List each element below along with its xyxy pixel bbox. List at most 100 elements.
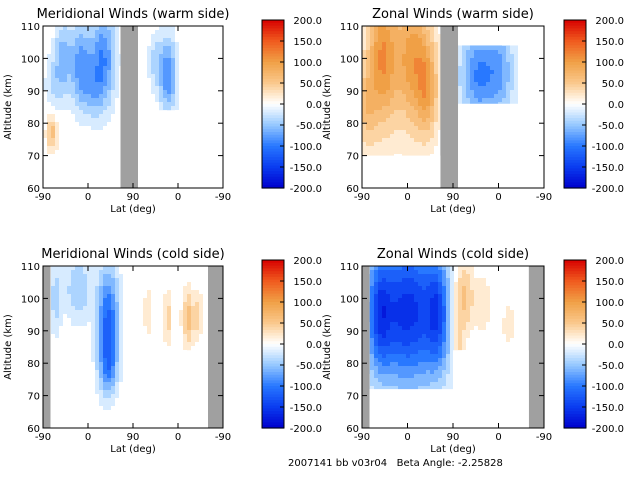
wind-cell bbox=[87, 74, 91, 78]
wind-cell bbox=[115, 366, 119, 370]
wind-cell bbox=[75, 94, 79, 98]
wind-cell bbox=[91, 34, 95, 38]
wind-cell bbox=[450, 370, 454, 374]
wind-cell bbox=[402, 374, 406, 378]
colorbar-tick-label: -200.0 bbox=[592, 424, 624, 435]
wind-cell bbox=[382, 62, 386, 66]
wind-cell bbox=[382, 114, 386, 118]
wind-cell bbox=[47, 142, 51, 146]
wind-cell bbox=[91, 306, 95, 310]
wind-cell bbox=[99, 70, 103, 74]
wind-cell bbox=[386, 330, 390, 334]
wind-cell bbox=[362, 30, 366, 34]
wind-cell bbox=[458, 74, 462, 78]
colorbar-segment bbox=[564, 143, 586, 147]
wind-cell bbox=[59, 290, 63, 294]
wind-cell bbox=[111, 94, 115, 98]
wind-cell bbox=[458, 326, 462, 330]
wind-cell bbox=[390, 138, 394, 142]
wind-cell bbox=[406, 290, 410, 294]
wind-cell bbox=[370, 114, 374, 118]
wind-cell bbox=[378, 34, 382, 38]
wind-cell bbox=[414, 74, 418, 78]
wind-cell bbox=[187, 338, 191, 342]
wind-cell bbox=[390, 58, 394, 62]
wind-cell bbox=[486, 86, 490, 90]
wind-cell bbox=[426, 322, 430, 326]
wind-cell bbox=[410, 62, 414, 66]
wind-cell bbox=[51, 266, 55, 270]
wind-cell bbox=[502, 74, 506, 78]
wind-cell bbox=[63, 266, 67, 270]
wind-cell bbox=[410, 38, 414, 42]
wind-cell bbox=[71, 102, 75, 106]
wind-cell bbox=[111, 318, 115, 322]
wind-cell bbox=[103, 294, 107, 298]
wind-cell bbox=[406, 314, 410, 318]
wind-cell bbox=[374, 118, 378, 122]
wind-cell bbox=[382, 350, 386, 354]
wind-cell bbox=[506, 330, 510, 334]
wind-cell bbox=[382, 326, 386, 330]
wind-cell bbox=[406, 70, 410, 74]
wind-cell bbox=[111, 270, 115, 274]
wind-cell bbox=[386, 314, 390, 318]
wind-cell bbox=[47, 74, 51, 78]
wind-cell bbox=[175, 54, 179, 58]
wind-cell bbox=[382, 126, 386, 130]
wind-cell bbox=[454, 330, 458, 334]
wind-cell bbox=[55, 286, 59, 290]
wind-cell bbox=[103, 382, 107, 386]
wind-cell bbox=[119, 286, 123, 290]
wind-cell bbox=[374, 110, 378, 114]
wind-cell bbox=[394, 110, 398, 114]
wind-cell bbox=[450, 322, 454, 326]
wind-cell bbox=[426, 66, 430, 70]
wind-cell bbox=[171, 86, 175, 90]
wind-cell bbox=[482, 74, 486, 78]
wind-cell bbox=[79, 30, 83, 34]
wind-cell bbox=[103, 118, 107, 122]
wind-cell bbox=[195, 302, 199, 306]
wind-cell bbox=[398, 94, 402, 98]
wind-cell bbox=[370, 42, 374, 46]
wind-cell bbox=[366, 150, 370, 154]
wind-cell bbox=[111, 350, 115, 354]
colorbar-segment bbox=[564, 171, 586, 175]
wind-cell bbox=[394, 90, 398, 94]
x-tick-label: 0 bbox=[175, 432, 181, 443]
wind-cell bbox=[390, 82, 394, 86]
wind-cell bbox=[370, 134, 374, 138]
wind-cell bbox=[362, 34, 366, 38]
wind-cell bbox=[370, 38, 374, 42]
wind-cell bbox=[406, 126, 410, 130]
wind-cell bbox=[55, 70, 59, 74]
wind-cell bbox=[498, 58, 502, 62]
wind-cell bbox=[151, 86, 155, 90]
wind-cell bbox=[406, 282, 410, 286]
wind-cell bbox=[382, 342, 386, 346]
wind-cell bbox=[103, 354, 107, 358]
wind-cell bbox=[398, 270, 402, 274]
wind-cell bbox=[398, 38, 402, 42]
wind-cell bbox=[71, 50, 75, 54]
wind-cell bbox=[151, 74, 155, 78]
wind-cell bbox=[79, 106, 83, 110]
wind-cell bbox=[79, 266, 83, 270]
wind-cell bbox=[398, 122, 402, 126]
wind-cell bbox=[406, 378, 410, 382]
wind-cell bbox=[498, 94, 502, 98]
wind-cell bbox=[51, 122, 55, 126]
wind-cell bbox=[67, 46, 71, 50]
wind-cell bbox=[47, 134, 51, 138]
wind-cell bbox=[466, 94, 470, 98]
wind-cell bbox=[434, 42, 438, 46]
colorbar-segment bbox=[564, 397, 586, 401]
wind-cell bbox=[510, 322, 514, 326]
wind-cell bbox=[59, 62, 63, 66]
wind-cell bbox=[115, 266, 119, 270]
wind-cell bbox=[414, 30, 418, 34]
wind-cell bbox=[410, 42, 414, 46]
wind-cell bbox=[418, 310, 422, 314]
wind-cell bbox=[163, 330, 167, 334]
